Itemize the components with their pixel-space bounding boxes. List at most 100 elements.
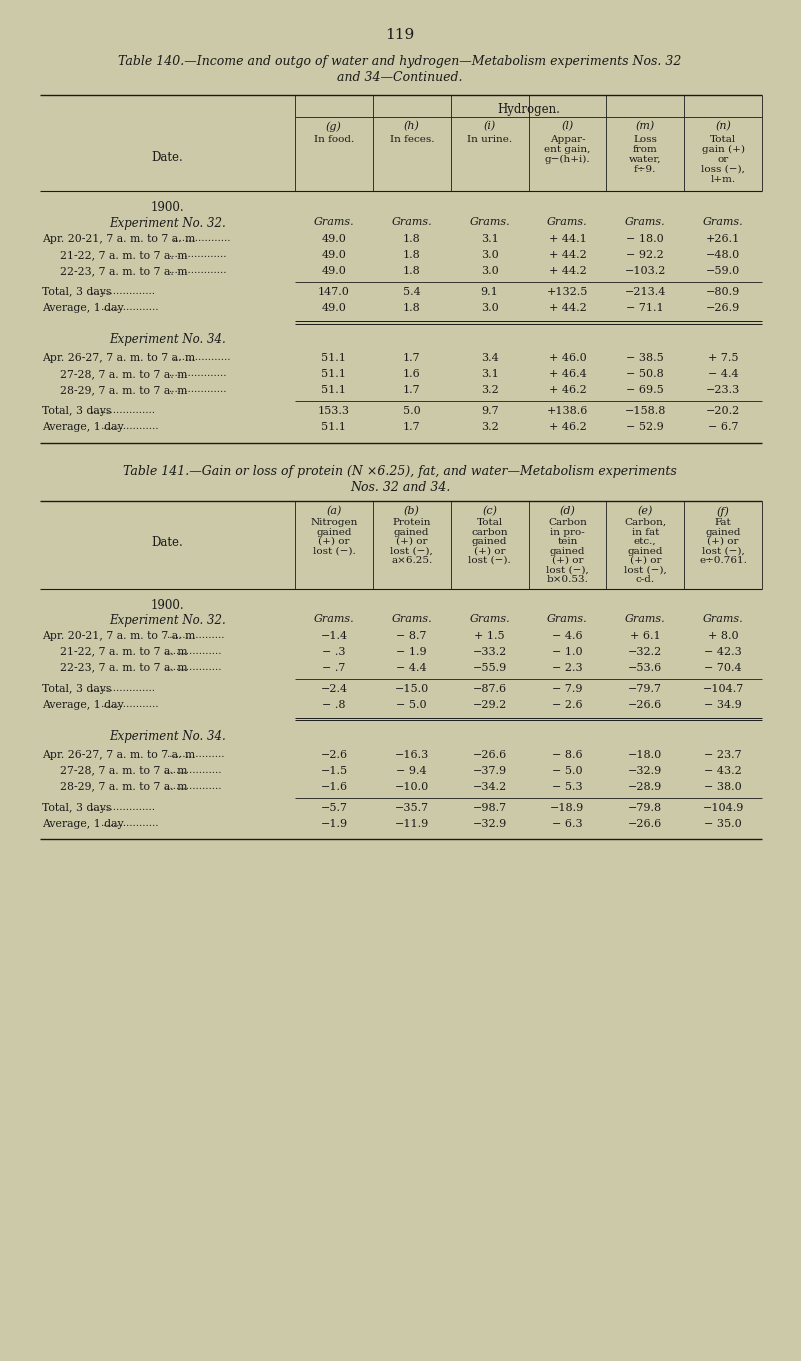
Text: Grams.: Grams.: [392, 614, 432, 623]
Text: b×0.53.: b×0.53.: [546, 574, 589, 584]
Text: Apr. 26-27, 7 a. m. to 7 a. m: Apr. 26-27, 7 a. m. to 7 a. m: [42, 352, 195, 363]
Text: (f): (f): [717, 506, 730, 517]
Text: (g): (g): [326, 121, 342, 132]
Text: ..................: ..................: [100, 818, 159, 827]
Text: Date.: Date.: [151, 536, 183, 548]
Text: In food.: In food.: [314, 135, 354, 144]
Text: −20.2: −20.2: [706, 406, 740, 416]
Text: (+) or: (+) or: [396, 538, 428, 546]
Text: 51.1: 51.1: [321, 422, 346, 431]
Text: Apr. 26-27, 7 a. m. to 7 a. m: Apr. 26-27, 7 a. m. to 7 a. m: [42, 750, 195, 759]
Text: ..................: ..................: [168, 265, 227, 275]
Text: −35.7: −35.7: [395, 803, 429, 813]
Text: ..................: ..................: [163, 781, 222, 791]
Text: − 6.3: − 6.3: [552, 818, 583, 829]
Text: Grams.: Grams.: [702, 614, 743, 623]
Text: 3.1: 3.1: [481, 234, 498, 244]
Text: − 18.0: − 18.0: [626, 234, 664, 244]
Text: f÷9.: f÷9.: [634, 165, 657, 174]
Text: + 46.2: + 46.2: [549, 422, 586, 431]
Text: Grams.: Grams.: [469, 614, 510, 623]
Text: 1.7: 1.7: [403, 422, 421, 431]
Text: Hydrogen.: Hydrogen.: [497, 103, 560, 116]
Text: (c): (c): [482, 506, 497, 516]
Text: −15.0: −15.0: [395, 683, 429, 694]
Text: 3.0: 3.0: [481, 265, 498, 276]
Text: Grams.: Grams.: [392, 216, 432, 227]
Text: 49.0: 49.0: [321, 265, 346, 276]
Text: 3.0: 3.0: [481, 304, 498, 313]
Text: + 8.0: + 8.0: [708, 630, 739, 641]
Text: −55.9: −55.9: [473, 663, 507, 672]
Text: 1.7: 1.7: [403, 352, 421, 363]
Text: −26.6: −26.6: [473, 750, 507, 759]
Text: (h): (h): [404, 121, 420, 131]
Text: Average, 1 day: Average, 1 day: [42, 818, 123, 829]
Text: a×6.25.: a×6.25.: [391, 557, 433, 565]
Text: −1.6: −1.6: [320, 781, 348, 792]
Text: loss (−),: loss (−),: [701, 165, 745, 174]
Text: Grams.: Grams.: [314, 216, 354, 227]
Text: gain (+): gain (+): [702, 146, 745, 154]
Text: − 35.0: − 35.0: [704, 818, 742, 829]
Text: −16.3: −16.3: [395, 750, 429, 759]
Text: Carbon,: Carbon,: [624, 519, 666, 527]
Text: Grams.: Grams.: [547, 216, 588, 227]
Text: 22-23, 7 a. m. to 7 a. m: 22-23, 7 a. m. to 7 a. m: [60, 265, 187, 276]
Text: −79.7: −79.7: [628, 683, 662, 694]
Text: − .3: − .3: [322, 646, 346, 656]
Text: −28.9: −28.9: [628, 781, 662, 792]
Text: −80.9: −80.9: [706, 287, 740, 297]
Text: + 44.2: + 44.2: [549, 250, 586, 260]
Text: ..................: ..................: [163, 765, 222, 774]
Text: Average, 1 day: Average, 1 day: [42, 304, 123, 313]
Text: −104.9: −104.9: [702, 803, 744, 813]
Text: −29.2: −29.2: [473, 700, 507, 709]
Text: + 1.5: + 1.5: [474, 630, 505, 641]
Text: + 7.5: + 7.5: [708, 352, 739, 363]
Text: carbon: carbon: [471, 528, 508, 536]
Text: Nitrogen: Nitrogen: [310, 519, 357, 527]
Text: −23.3: −23.3: [706, 385, 740, 395]
Text: 1.8: 1.8: [403, 304, 421, 313]
Text: − 69.5: − 69.5: [626, 385, 664, 395]
Text: from: from: [633, 146, 658, 154]
Text: + 46.2: + 46.2: [549, 385, 586, 395]
Text: Fat: Fat: [714, 519, 731, 527]
Text: ..................: ..................: [163, 663, 222, 671]
Text: − 5.0: − 5.0: [396, 700, 427, 709]
Text: −32.2: −32.2: [628, 646, 662, 656]
Text: 1900.: 1900.: [151, 599, 184, 611]
Text: tein: tein: [557, 538, 578, 546]
Text: Loss: Loss: [634, 135, 657, 144]
Text: 3.4: 3.4: [481, 352, 498, 363]
Text: 9.7: 9.7: [481, 406, 498, 416]
Text: In feces.: In feces.: [389, 135, 434, 144]
Text: ..................: ..................: [168, 250, 227, 259]
Text: 1.8: 1.8: [403, 250, 421, 260]
Text: ..................: ..................: [100, 422, 159, 431]
Text: − 6.7: − 6.7: [708, 422, 739, 431]
Text: (+) or: (+) or: [474, 547, 505, 555]
Text: 1.8: 1.8: [403, 265, 421, 276]
Text: c-d.: c-d.: [636, 574, 654, 584]
Text: ..................: ..................: [166, 750, 224, 758]
Text: Total: Total: [477, 519, 503, 527]
Text: water,: water,: [629, 155, 662, 163]
Text: in pro-: in pro-: [550, 528, 585, 536]
Text: −53.6: −53.6: [628, 663, 662, 672]
Text: − 42.3: − 42.3: [704, 646, 742, 656]
Text: 147.0: 147.0: [318, 287, 350, 297]
Text: −33.2: −33.2: [473, 646, 507, 656]
Text: ....................: ....................: [90, 406, 155, 415]
Text: − 70.4: − 70.4: [704, 663, 742, 672]
Text: − .7: − .7: [322, 663, 345, 672]
Text: Experiment No. 32.: Experiment No. 32.: [109, 216, 226, 230]
Text: 51.1: 51.1: [321, 369, 346, 378]
Text: −98.7: −98.7: [473, 803, 507, 813]
Text: e÷0.761.: e÷0.761.: [699, 557, 747, 565]
Text: − 5.3: − 5.3: [552, 781, 583, 792]
Text: gained: gained: [706, 528, 741, 536]
Text: 49.0: 49.0: [321, 234, 346, 244]
Text: −26.6: −26.6: [628, 818, 662, 829]
